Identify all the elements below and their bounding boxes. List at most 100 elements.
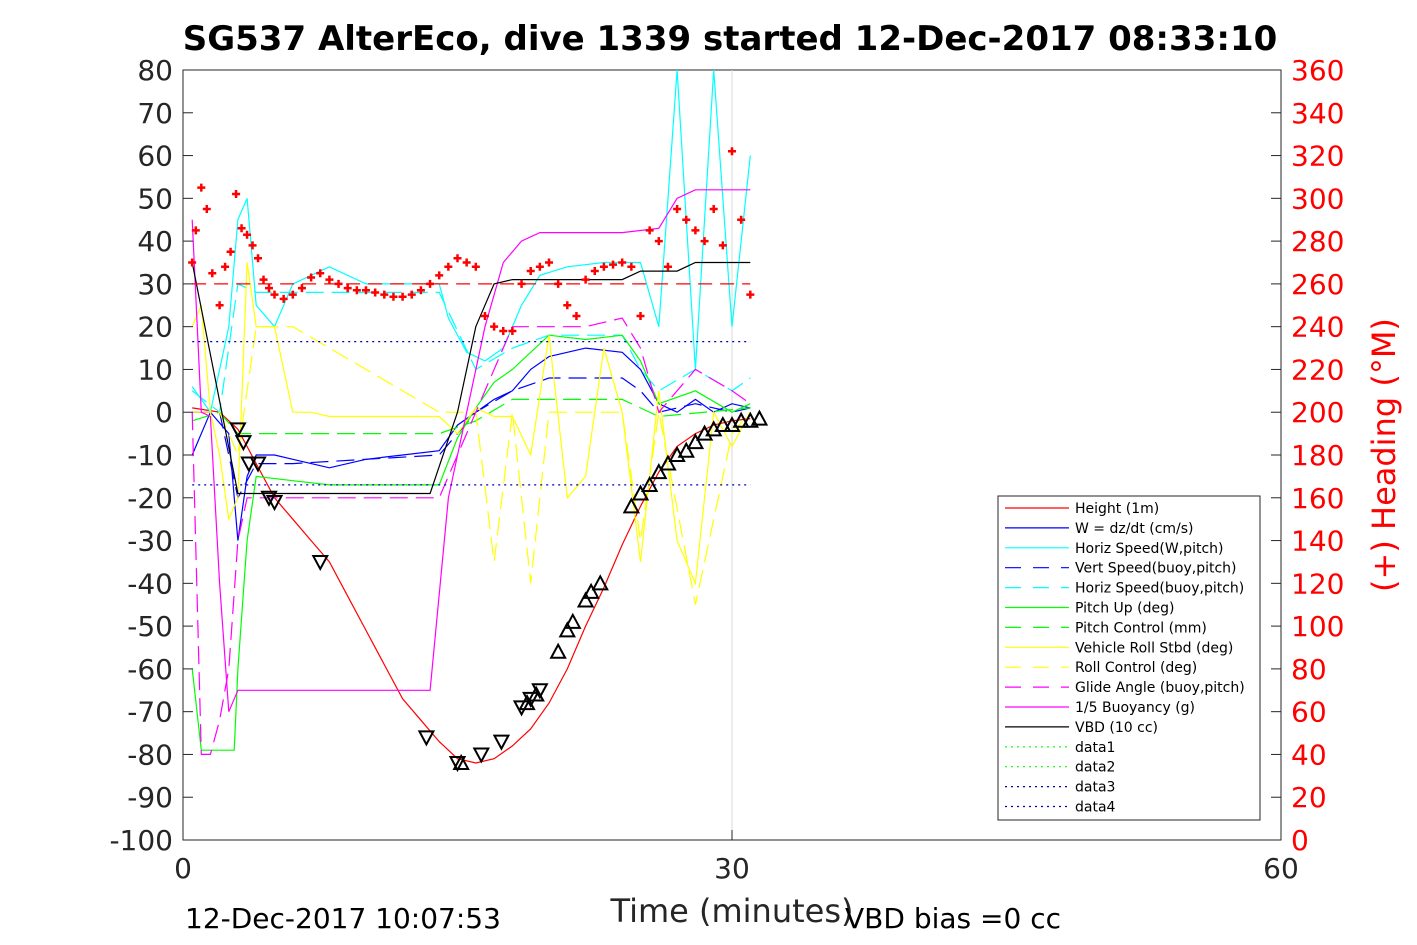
down-triangle-marker <box>229 422 247 439</box>
legend-label-1-5-buoyancy-g: 1/5 Buoyancy (g) <box>1075 700 1195 716</box>
series-line-vehicle-roll-stbd-deg <box>191 262 751 586</box>
heading-point <box>334 279 343 288</box>
heading-point <box>618 258 627 267</box>
heading-point <box>188 258 197 267</box>
footer-timestamp: 12-Dec-2017 10:07:53 <box>185 902 501 935</box>
up-triangle-marker <box>576 591 595 608</box>
marker-layer <box>229 409 769 773</box>
footer-vbd-bias: VBD bias =0 cc <box>845 902 1061 935</box>
y-tick-label: 50 <box>137 182 173 215</box>
heading-point <box>202 205 211 214</box>
y2-tick-label: 20 <box>1291 781 1327 814</box>
legend-label-glide-angle-buoy-pitch: Glide Angle (buoy,pitch) <box>1075 680 1245 696</box>
up-triangle-marker <box>582 582 600 599</box>
y-axis-ticks: -100-90-80-70-60-50-40-30-20-10010203040… <box>109 54 193 857</box>
y-tick-label: -90 <box>127 781 173 814</box>
heading-point <box>191 226 200 235</box>
x-axis-ticks: 0 30 60 <box>174 830 1299 885</box>
down-triangle-marker <box>522 691 540 708</box>
heading-point <box>517 279 526 288</box>
down-triangle-marker <box>265 495 284 512</box>
y2-tick-label: 340 <box>1291 97 1344 130</box>
heading-point <box>259 275 268 284</box>
x-axis-label: Time (minutes) <box>610 892 854 930</box>
legend-label-w-dz-dt-cm-s: W = dz/dt (cm/s) <box>1075 521 1194 537</box>
y-tick-label: -80 <box>127 738 173 771</box>
up-triangle-marker <box>452 753 470 770</box>
heading-point <box>746 290 755 299</box>
y2-tick-label: 280 <box>1291 225 1344 258</box>
down-triangle-marker <box>512 700 531 717</box>
y-tick-label: 40 <box>137 225 173 258</box>
heading-point <box>297 284 306 293</box>
y2-tick-label: 260 <box>1291 268 1344 301</box>
legend-label-data1: data1 <box>1075 740 1115 756</box>
heading-point <box>499 326 508 335</box>
heading-point <box>307 273 316 282</box>
heading-point <box>590 267 599 276</box>
heading-point <box>682 215 691 224</box>
legend-label-vehicle-roll-stbd-deg: Vehicle Roll Stbd (deg) <box>1075 640 1233 656</box>
down-triangle-marker <box>240 456 258 473</box>
heading-point <box>265 284 274 293</box>
up-triangle-marker <box>650 463 668 480</box>
heading-point <box>254 254 263 263</box>
legend-label-vbd-10-cc: VBD (10 cc) <box>1075 720 1158 736</box>
heading-point <box>416 286 425 295</box>
down-triangle-marker <box>472 747 490 764</box>
y-tick-label: 20 <box>137 311 173 344</box>
down-triangle-marker <box>492 734 511 751</box>
legend: Height (1m) W = dz/dt (cm/s) Horiz Speed(W… <box>997 495 1261 821</box>
heading-point <box>407 290 416 299</box>
series-layer <box>191 69 751 764</box>
heading-point <box>208 269 217 278</box>
heading-point <box>526 267 535 276</box>
y2-tick-label: 200 <box>1291 396 1344 429</box>
heading-point <box>288 290 297 299</box>
y2-tick-label: 300 <box>1291 182 1344 215</box>
y-tick-label: 0 <box>155 396 173 429</box>
y2-tick-label: 140 <box>1291 525 1344 558</box>
y2-axis-ticks: 0 20 40 60 80 100 120 140 160 180 200 220 240 260 280 3… <box>1271 54 1344 857</box>
heading-point <box>554 279 563 288</box>
y-tick-label: 80 <box>137 54 173 87</box>
heading-point <box>508 326 517 335</box>
y2-axis-label: (+) Heading (°M) <box>1365 318 1403 592</box>
heading-point <box>563 301 572 310</box>
heading-point <box>572 311 581 320</box>
heading-point <box>226 247 235 256</box>
down-triangle-marker <box>249 456 267 473</box>
y2-tick-label: 180 <box>1291 439 1344 472</box>
y2-tick-label: 220 <box>1291 353 1344 386</box>
heading-point <box>215 301 224 310</box>
down-triangle-marker <box>234 435 253 452</box>
up-triangle-marker <box>622 497 641 514</box>
y-tick-label: -40 <box>127 567 173 600</box>
chart-title: SG537 AlterEco, dive 1339 started 12-Dec… <box>183 19 1278 59</box>
heading-point <box>232 190 241 199</box>
y2-tick-label: 80 <box>1291 653 1327 686</box>
y2-tick-label: 60 <box>1291 696 1327 729</box>
y-tick-label: -50 <box>127 610 173 643</box>
up-triangle-marker <box>659 454 677 471</box>
legend-label-height-1m: Height (1m) <box>1075 501 1159 517</box>
legend-label-horiz-speed-w-pitch: Horiz Speed(W,pitch) <box>1075 541 1223 557</box>
legend-label-data3: data3 <box>1075 780 1115 796</box>
down-triangle-marker <box>448 756 467 773</box>
heading-point <box>663 262 672 271</box>
x-tick-label: 30 <box>714 852 750 885</box>
y-tick-label: -30 <box>127 525 173 558</box>
heading-point <box>435 271 444 280</box>
up-triangle-marker <box>750 409 769 426</box>
series-line-roll-control-deg <box>192 326 751 605</box>
heading-point <box>645 226 654 235</box>
y-tick-label: 10 <box>137 353 173 386</box>
heading-point <box>426 279 435 288</box>
heading-point <box>718 241 727 250</box>
heading-point <box>691 226 700 235</box>
up-triangle-marker <box>631 484 650 501</box>
up-triangle-marker <box>549 642 567 659</box>
heading-point <box>444 262 453 271</box>
heading-point <box>480 311 489 320</box>
heading-point <box>627 262 636 271</box>
